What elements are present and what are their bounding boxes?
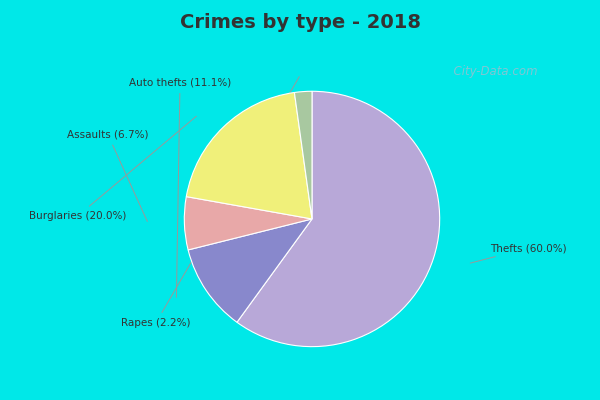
Text: Auto thefts (11.1%): Auto thefts (11.1%) [129,78,231,297]
Wedge shape [186,92,312,219]
Text: Assaults (6.7%): Assaults (6.7%) [67,130,149,222]
Wedge shape [184,197,312,250]
Wedge shape [237,91,440,347]
Text: City-Data.com: City-Data.com [446,66,538,78]
Text: Crimes by type - 2018: Crimes by type - 2018 [179,12,421,32]
Wedge shape [188,219,312,322]
Wedge shape [295,91,312,219]
Text: Rapes (2.2%): Rapes (2.2%) [121,77,299,328]
Text: Burglaries (20.0%): Burglaries (20.0%) [29,116,196,221]
Text: Thefts (60.0%): Thefts (60.0%) [470,243,566,263]
